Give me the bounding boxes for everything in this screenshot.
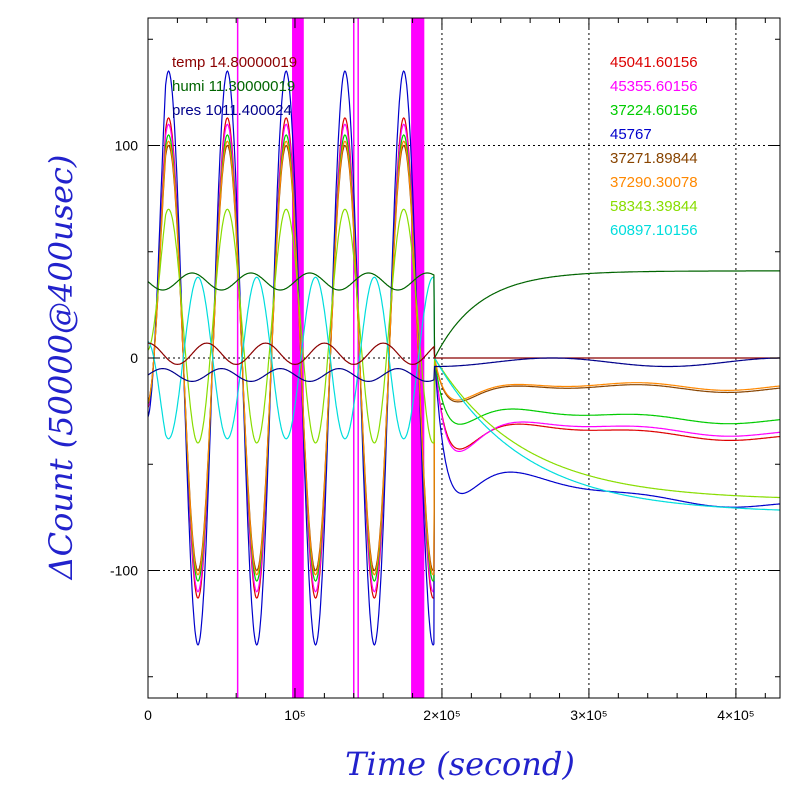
legend-left-item-2: pres 1011.400024 xyxy=(172,102,292,119)
x-tick-label-3: 3×10⁵ xyxy=(570,707,607,723)
legend-right-item-4: 37271.89844 xyxy=(610,150,698,167)
series-line-0 xyxy=(148,117,780,599)
marker-band-1 xyxy=(411,18,425,698)
legend-right-item-7: 60897.10156 xyxy=(610,222,698,239)
series-line-1 xyxy=(148,123,780,593)
series-line-9 xyxy=(148,342,780,366)
legend-right: 45041.60156 45355.60156 37224.60156 45767 37… xyxy=(610,54,698,239)
axis-ticks xyxy=(147,18,780,698)
x-tick-label-4: 4×10⁵ xyxy=(717,707,754,723)
x-tick-label-0: 0 xyxy=(144,707,152,723)
series-line-10 xyxy=(148,357,780,382)
legend-right-item-0: 45041.60156 xyxy=(610,54,698,71)
series-line-2 xyxy=(148,70,780,646)
tick-labels: 0 10⁵ 2×10⁵ 3×10⁵ 4×10⁵ 100 0 -100 xyxy=(110,138,755,724)
y-tick-label-2: -100 xyxy=(110,563,138,579)
y-axis-title: ΔCount (50000@400usec) xyxy=(42,155,80,582)
legend-left: temp 14.80000019 humi 11.30000019 pres 101… xyxy=(172,54,297,119)
vertical-markers xyxy=(236,18,425,698)
legend-right-item-3: 45767 xyxy=(610,126,652,143)
legend-right-item-6: 58343.39844 xyxy=(610,198,698,215)
y-tick-label-1: 0 xyxy=(130,350,138,366)
legend-right-item-2: 37224.60156 xyxy=(610,102,698,119)
legend-right-item-1: 45355.60156 xyxy=(610,78,698,95)
x-tick-label-1: 10⁵ xyxy=(284,707,305,723)
series-lines xyxy=(148,70,780,646)
x-tick-label-2: 2×10⁵ xyxy=(423,707,460,723)
x-axis-title: Time (second) xyxy=(345,745,575,783)
series-line-6 xyxy=(148,208,780,499)
series-line-8 xyxy=(148,270,780,359)
y-tick-label-0: 100 xyxy=(115,138,139,154)
legend-right-item-5: 37290.30078 xyxy=(610,174,698,191)
series-line-3 xyxy=(148,134,780,582)
legend-left-item-1: humi 11.30000019 xyxy=(172,78,295,95)
legend-left-item-0: temp 14.80000019 xyxy=(172,54,297,71)
series-line-7 xyxy=(148,276,780,511)
